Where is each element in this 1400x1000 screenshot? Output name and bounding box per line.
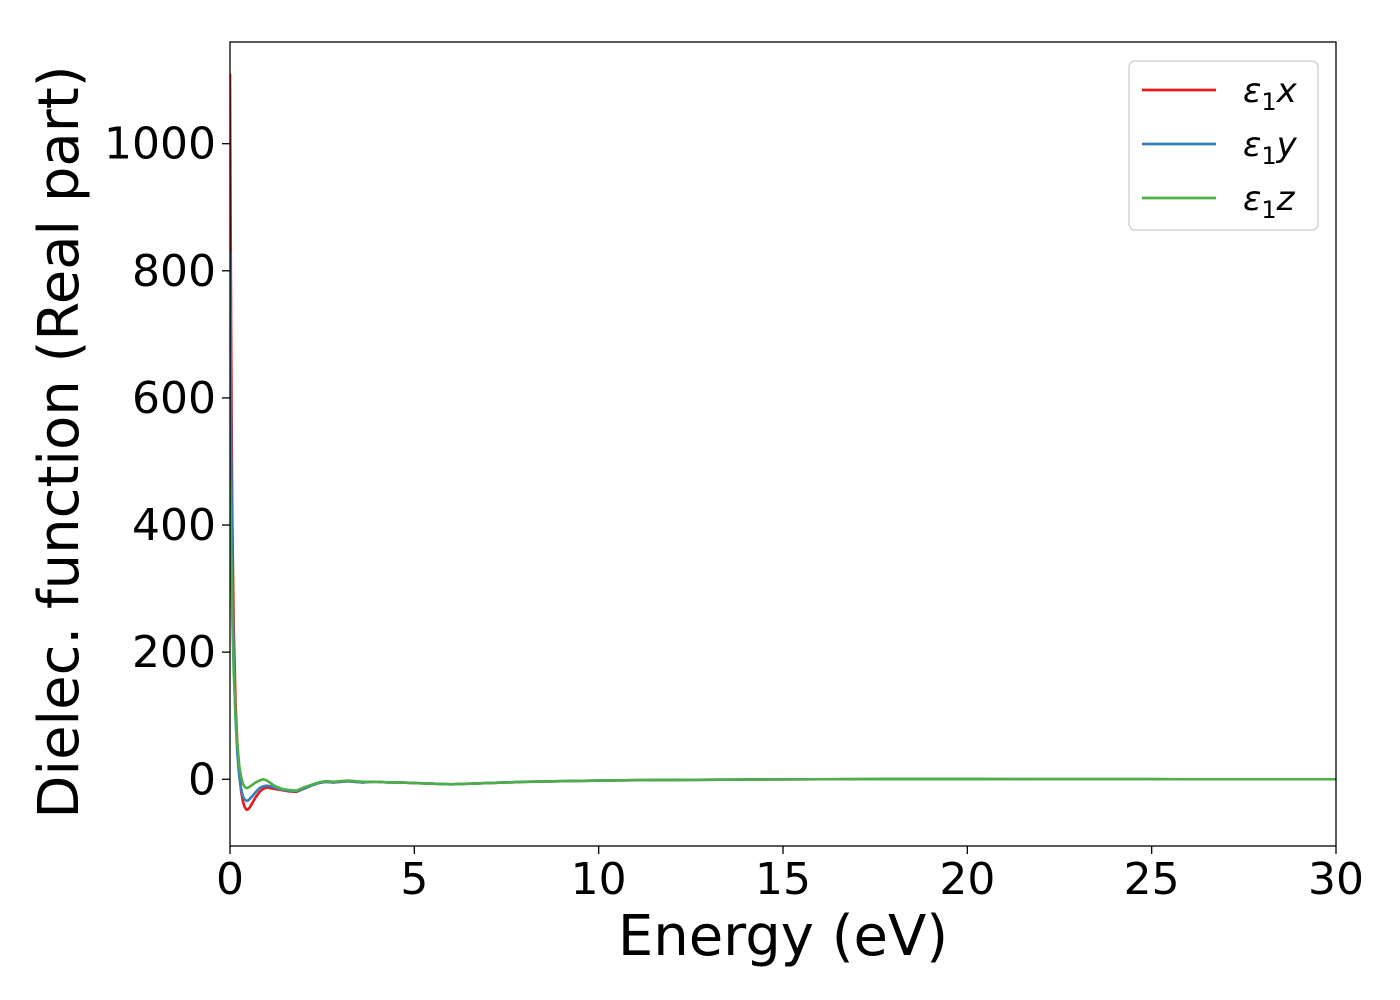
x-tick-label: 30 [1308, 854, 1364, 905]
legend: ε1x ε1y ε1z [1128, 60, 1319, 231]
legend-label-z: ε1z [1243, 179, 1296, 224]
x-tick-label: 5 [400, 854, 428, 905]
y-tick-label: 800 [132, 246, 216, 297]
y-tick-label: 0 [188, 754, 216, 805]
x-tick-label: 0 [216, 854, 244, 905]
y-tick-label: 600 [132, 373, 216, 424]
series-line-y [230, 251, 1336, 803]
legend-box [1128, 60, 1319, 231]
y-tick-label: 400 [132, 500, 216, 551]
y-tick-label: 200 [132, 627, 216, 678]
y-axis-label: Dielec. function (Real part) [27, 65, 92, 818]
x-tick-label: 15 [755, 854, 811, 905]
legend-label-x: ε1x [1243, 71, 1298, 116]
x-axis-ticks: 0 5 10 15 20 25 30 [216, 846, 1364, 905]
x-tick-label: 10 [571, 854, 627, 905]
x-tick-label: 20 [939, 854, 995, 905]
x-axis-label: Energy (eV) [618, 904, 948, 969]
x-tick-label: 25 [1124, 854, 1180, 905]
y-axis-ticks: 0 200 400 600 800 1000 [104, 119, 230, 805]
series-lines [230, 73, 1336, 812]
legend-label-y: ε1y [1243, 125, 1298, 170]
series-line-z [230, 480, 1336, 793]
y-tick-label: 1000 [104, 119, 216, 170]
